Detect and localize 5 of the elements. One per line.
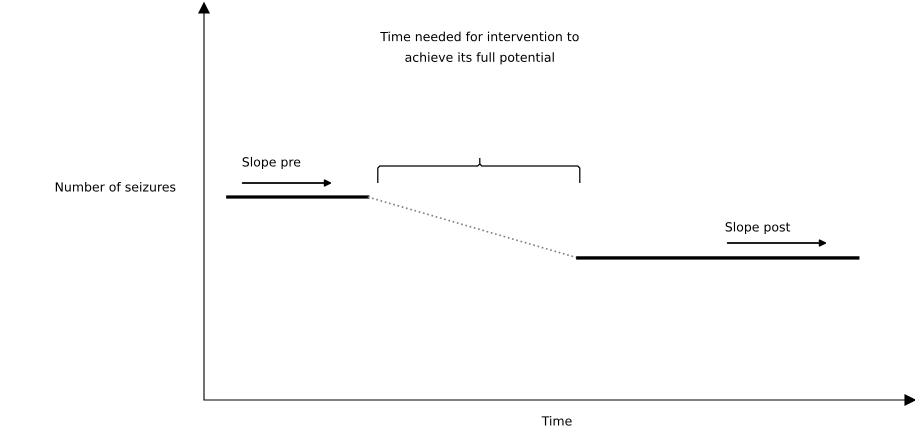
y-axis-title: Number of seizures — [56, 182, 176, 192]
annotation: Slope post — [726, 222, 790, 234]
text: Slope pre — [242, 156, 300, 170]
x-axis-title: Time — [542, 416, 572, 426]
text: Time needed for intervention to achieve its full potential — [380, 32, 579, 64]
